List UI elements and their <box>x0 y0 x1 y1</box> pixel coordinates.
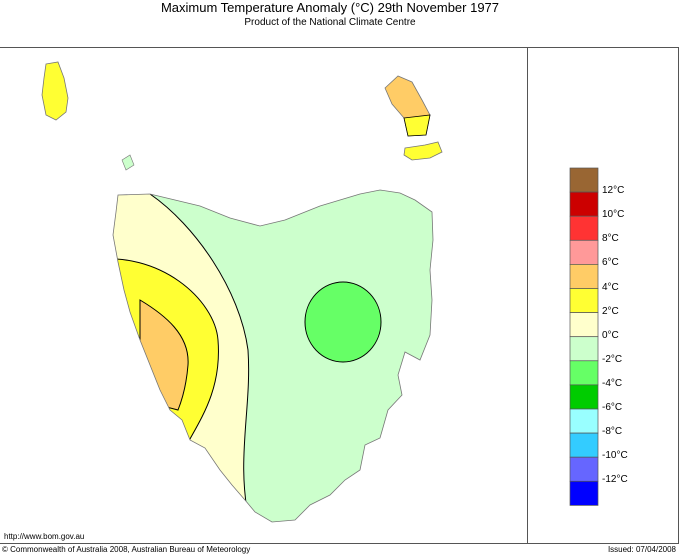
legend-swatch <box>569 215 599 241</box>
legend-label: -4°C <box>602 377 623 389</box>
zone-minus4-minus2 <box>304 281 382 363</box>
legend-swatch <box>569 191 599 217</box>
page-title: Maximum Temperature Anomaly (°C) 29th No… <box>160 0 500 15</box>
legend-swatch <box>569 456 599 482</box>
legend-label: 6°C <box>602 257 619 269</box>
issued-date: Issued: 07/04/2008 <box>607 545 676 554</box>
hunter-island <box>121 154 135 171</box>
legend <box>569 167 599 506</box>
legend-swatch <box>569 264 599 289</box>
legend-swatch <box>569 480 599 506</box>
panel-divider <box>527 47 528 543</box>
legend-label: -10°C <box>602 450 628 462</box>
website-url[interactable]: http://www.bom.gov.au <box>4 532 85 541</box>
legend-label: -6°C <box>602 402 623 413</box>
legend-label: 0°C <box>602 329 619 341</box>
tasmania-mainland <box>113 190 433 522</box>
legend-label: 12°C <box>602 185 625 197</box>
legend-label: 10°C <box>602 209 625 221</box>
coastline <box>112 189 434 523</box>
legend-swatch <box>569 432 599 458</box>
legend-label: 2°C <box>602 305 619 317</box>
king-island <box>41 61 69 121</box>
legend-swatch <box>569 360 599 386</box>
legend-label: -8°C <box>602 426 623 438</box>
legend-label: 8°C <box>602 233 619 245</box>
flinders-island-south <box>403 114 431 137</box>
legend-swatch <box>569 239 599 265</box>
cape-barren-island <box>403 141 443 161</box>
legend-swatch <box>569 336 599 362</box>
legend-swatch <box>569 167 599 193</box>
copyright: © Commonwealth of Australia 2008, Austra… <box>2 545 251 554</box>
map-frame <box>0 47 679 544</box>
legend-swatch <box>569 288 599 313</box>
legend-label: -12°C <box>602 474 628 486</box>
legend-swatch <box>569 384 599 410</box>
page-subtitle: Product of the National Climate Centre <box>244 17 416 28</box>
legend-swatch <box>569 408 599 434</box>
legend-swatch <box>569 312 599 338</box>
legend-label: 4°C <box>602 281 619 293</box>
legend-label: -2°C <box>602 353 623 365</box>
